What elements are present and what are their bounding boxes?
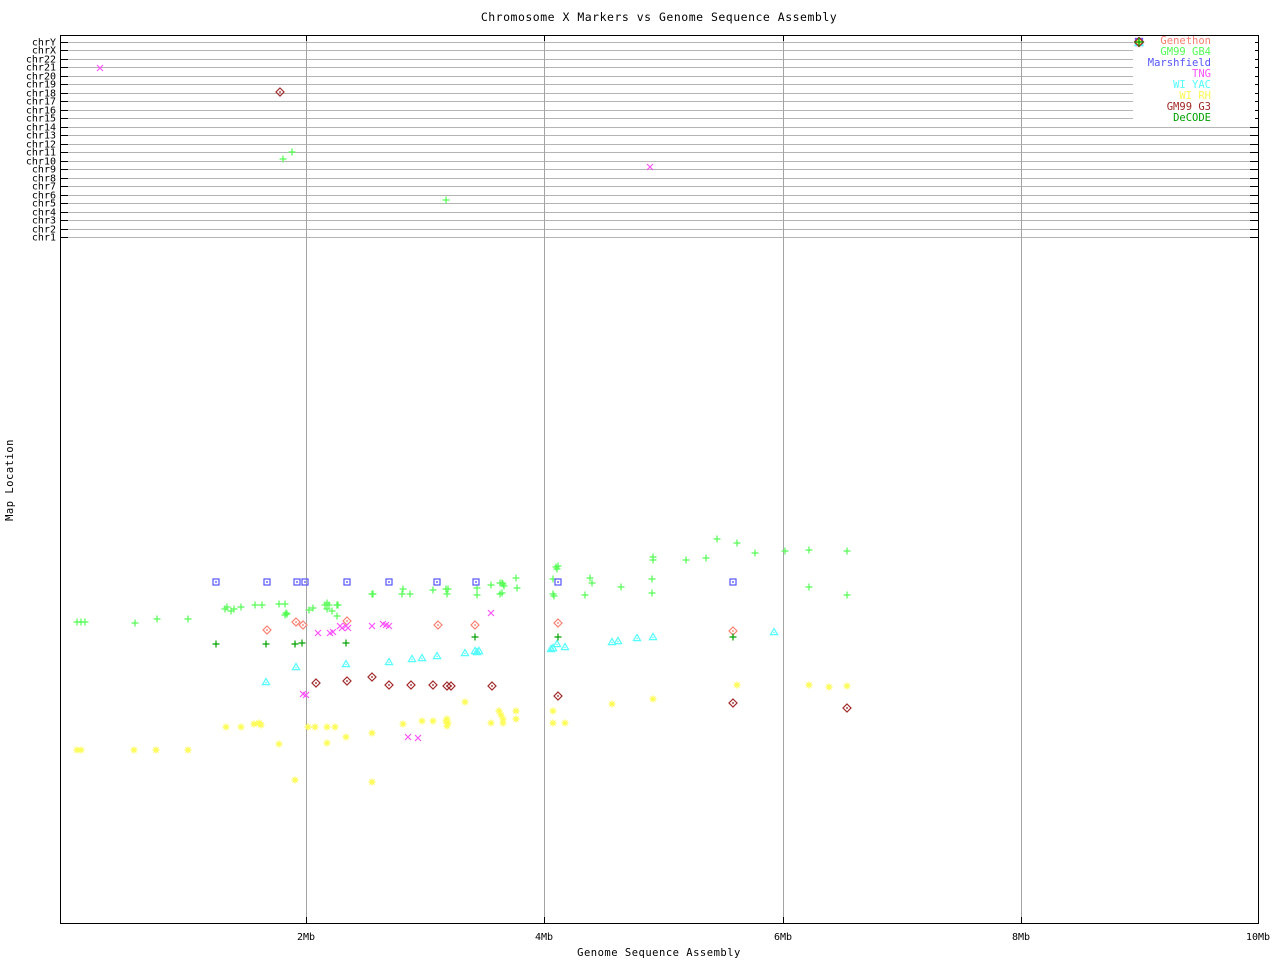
y-tick-label-chr19: chr19 xyxy=(26,80,56,91)
series-gm99-gb4 xyxy=(73,148,851,627)
y-tick-label-chr14: chr14 xyxy=(26,123,56,134)
x-tick-label-10Mb: 10Mb xyxy=(1246,932,1270,943)
x-tick-label-2Mb: 2Mb xyxy=(297,932,315,943)
plot-border xyxy=(60,35,1259,924)
y-tick-label-chr6: chr6 xyxy=(32,191,56,202)
y-tick-label-chr4: chr4 xyxy=(32,208,56,219)
x-axis-label: Genome Sequence Assembly xyxy=(577,947,741,959)
axis-tick-labels: chrYchrXchr22chr21chr20chr19chr18chr17ch… xyxy=(26,38,1270,944)
y-axis-label: Map Location xyxy=(4,439,16,521)
gridlines xyxy=(60,35,1258,923)
legend: Genethon GM99 GB4 Marshfield TNG WI YAC WI RH… xyxy=(1133,36,1255,124)
y-tick-label-chr18: chr18 xyxy=(26,89,56,100)
x-tick-label-6Mb: 6Mb xyxy=(774,932,792,943)
y-tick-label-chr10: chr10 xyxy=(26,157,56,168)
y-tick-label-chr21: chr21 xyxy=(26,63,56,74)
y-tick-label-chr13: chr13 xyxy=(26,131,56,142)
series-wi-yac xyxy=(261,627,779,686)
series-decode xyxy=(212,633,737,648)
y-tick-label-chr5: chr5 xyxy=(32,199,56,210)
series-wi-rh xyxy=(73,681,851,786)
y-tick-label-chr2: chr2 xyxy=(32,225,56,236)
legend-label: GM99 GB4 xyxy=(1160,46,1211,58)
y-tick-label-chr3: chr3 xyxy=(32,216,56,227)
series-tng xyxy=(96,64,654,742)
series-marshfield xyxy=(212,578,737,586)
legend-label: TNG xyxy=(1192,68,1211,80)
y-tick-label-chr9: chr9 xyxy=(32,165,56,176)
y-tick-label-chr11: chr11 xyxy=(26,148,56,159)
legend-label: DeCODE xyxy=(1173,112,1211,124)
legend-label: GM99 G3 xyxy=(1166,101,1211,113)
legend-label: Marshfield xyxy=(1147,57,1211,69)
legend-label: WI YAC xyxy=(1173,79,1211,91)
x-tick-label-4Mb: 4Mb xyxy=(535,932,553,943)
y-tick-label-chr12: chr12 xyxy=(26,140,56,151)
legend-item-decode: DeCODE xyxy=(1133,37,1245,124)
y-tick-label-chr15: chr15 xyxy=(26,114,56,125)
y-tick-label-chr8: chr8 xyxy=(32,174,56,185)
y-tick-label-chr22: chr22 xyxy=(26,55,56,66)
y-tick-label-chrY: chrY xyxy=(32,38,56,49)
legend-item-marshfield: Marshfield xyxy=(1133,37,1245,69)
y-tick-label-chr20: chr20 xyxy=(26,72,56,83)
y-tick-label-chr1: chr1 xyxy=(32,233,56,244)
legend-label: WI RH xyxy=(1179,90,1211,102)
chart-title: Chromosome X Markers vs Genome Sequence … xyxy=(480,10,838,24)
x-tick-label-8Mb: 8Mb xyxy=(1012,932,1030,943)
legend-label: Genethon xyxy=(1160,35,1211,47)
series-gm99-g3 xyxy=(275,87,852,713)
y-tick-label-chr7: chr7 xyxy=(32,182,56,193)
y-tick-label-chr17: chr17 xyxy=(26,97,56,108)
y-tick-label-chr16: chr16 xyxy=(26,106,56,117)
y-tick-label-chrX: chrX xyxy=(32,46,56,57)
